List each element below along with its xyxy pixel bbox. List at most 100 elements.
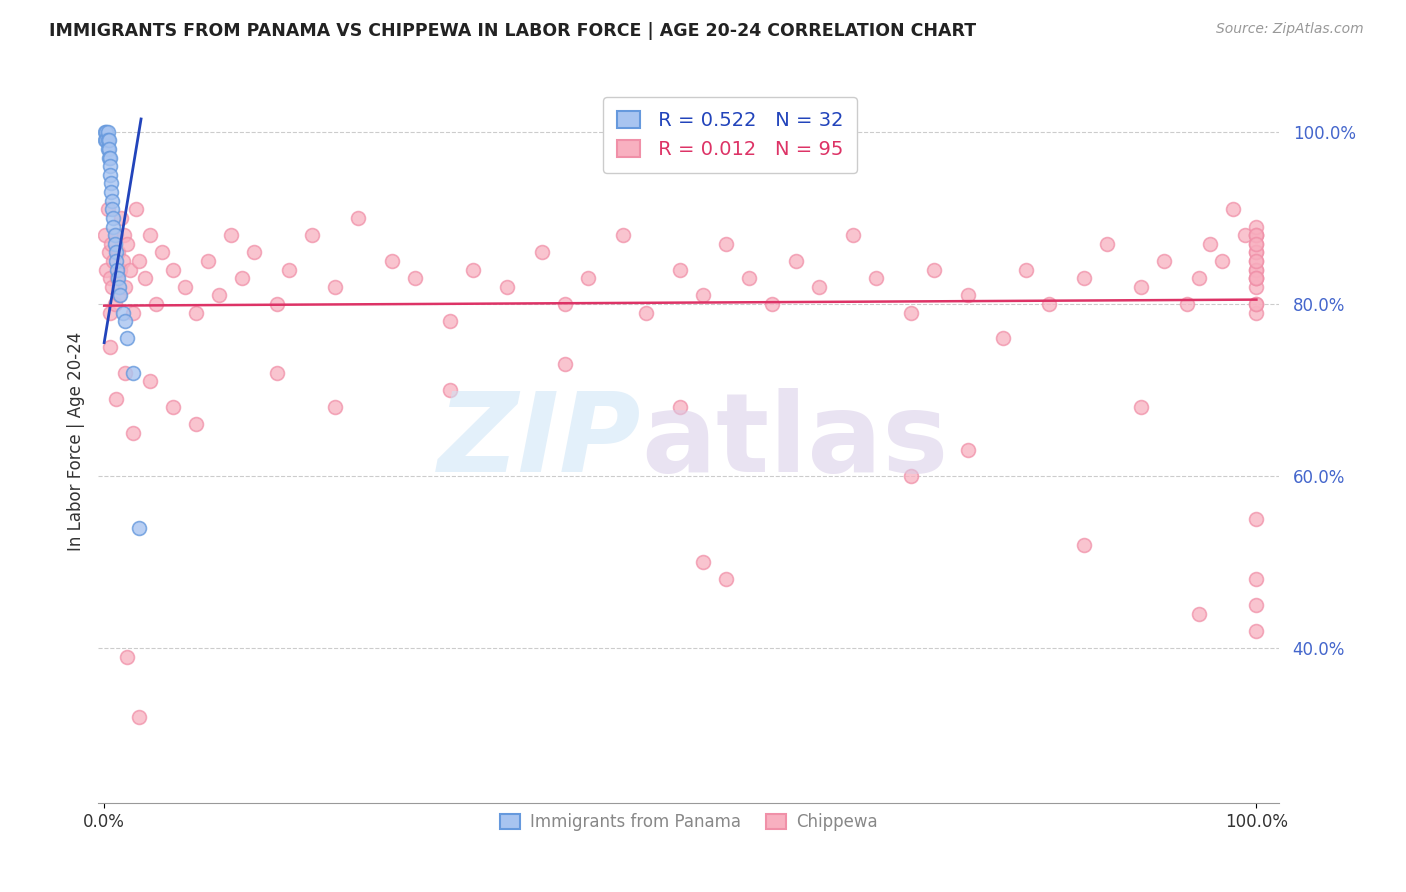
Point [1246,271,1268,285]
Point [100,185,122,199]
Point [439,314,461,328]
Point [785,253,807,268]
Point [107,245,129,260]
Point [101,202,124,217]
Point [197,253,219,268]
Point [716,236,738,251]
Point [96,133,118,147]
Point [97,133,120,147]
Point [103,219,125,234]
Point [96,125,118,139]
Point [1188,607,1211,621]
Point [1246,297,1268,311]
Point [107,271,129,285]
Point [1073,271,1095,285]
Point [103,236,125,251]
Point [381,253,404,268]
Point [125,202,148,217]
Point [98,159,121,173]
Point [114,279,136,293]
Point [97,142,120,156]
Point [1246,219,1268,234]
Point [115,331,138,345]
Point [115,236,138,251]
Point [111,253,134,268]
Point [1095,236,1118,251]
Point [1246,305,1268,319]
Point [96,262,118,277]
Point [110,211,132,225]
Legend: Immigrants from Panama, Chippewa: Immigrants from Panama, Chippewa [494,806,884,838]
Point [1246,598,1268,612]
Point [105,262,128,277]
Point [554,357,576,371]
Point [346,211,368,225]
Point [97,202,120,217]
Point [108,288,131,302]
Point [97,125,120,139]
Point [692,288,714,302]
Point [122,425,145,440]
Point [1246,228,1268,243]
Point [669,400,692,414]
Point [266,366,288,380]
Point [1246,236,1268,251]
Point [1246,253,1268,268]
Point [1222,202,1244,217]
Point [865,271,887,285]
Point [1246,228,1268,243]
Point [101,194,124,208]
Point [115,649,138,664]
Point [150,245,173,260]
Point [1130,400,1153,414]
Point [98,151,121,165]
Point [134,271,156,285]
Point [219,228,242,243]
Point [114,314,136,328]
Point [122,366,145,380]
Point [900,305,922,319]
Y-axis label: In Labor Force | Age 20-24: In Labor Force | Age 20-24 [66,332,84,551]
Point [1246,271,1268,285]
Point [104,392,127,406]
Point [531,245,554,260]
Point [98,271,121,285]
Point [114,366,136,380]
Point [139,375,162,389]
Point [243,245,266,260]
Point [128,710,150,724]
Point [1246,253,1268,268]
Point [323,400,346,414]
Point [104,253,127,268]
Point [1233,228,1256,243]
Point [612,228,634,243]
Point [1246,572,1268,586]
Point [1246,228,1268,243]
Point [98,168,121,182]
Point [112,228,135,243]
Point [97,133,120,147]
Point [496,279,519,293]
Point [128,253,150,268]
Point [1199,236,1222,251]
Point [301,228,323,243]
Point [1246,624,1268,638]
Point [1175,297,1198,311]
Point [110,288,132,302]
Point [173,279,195,293]
Point [404,271,426,285]
Point [145,297,167,311]
Point [1246,245,1268,260]
Point [842,228,865,243]
Point [922,262,945,277]
Point [957,288,980,302]
Point [104,228,127,243]
Point [738,271,761,285]
Point [1188,271,1211,285]
Point [461,262,484,277]
Point [186,417,208,432]
Point [1038,297,1060,311]
Point [128,520,150,534]
Point [110,262,132,277]
Point [186,305,208,319]
